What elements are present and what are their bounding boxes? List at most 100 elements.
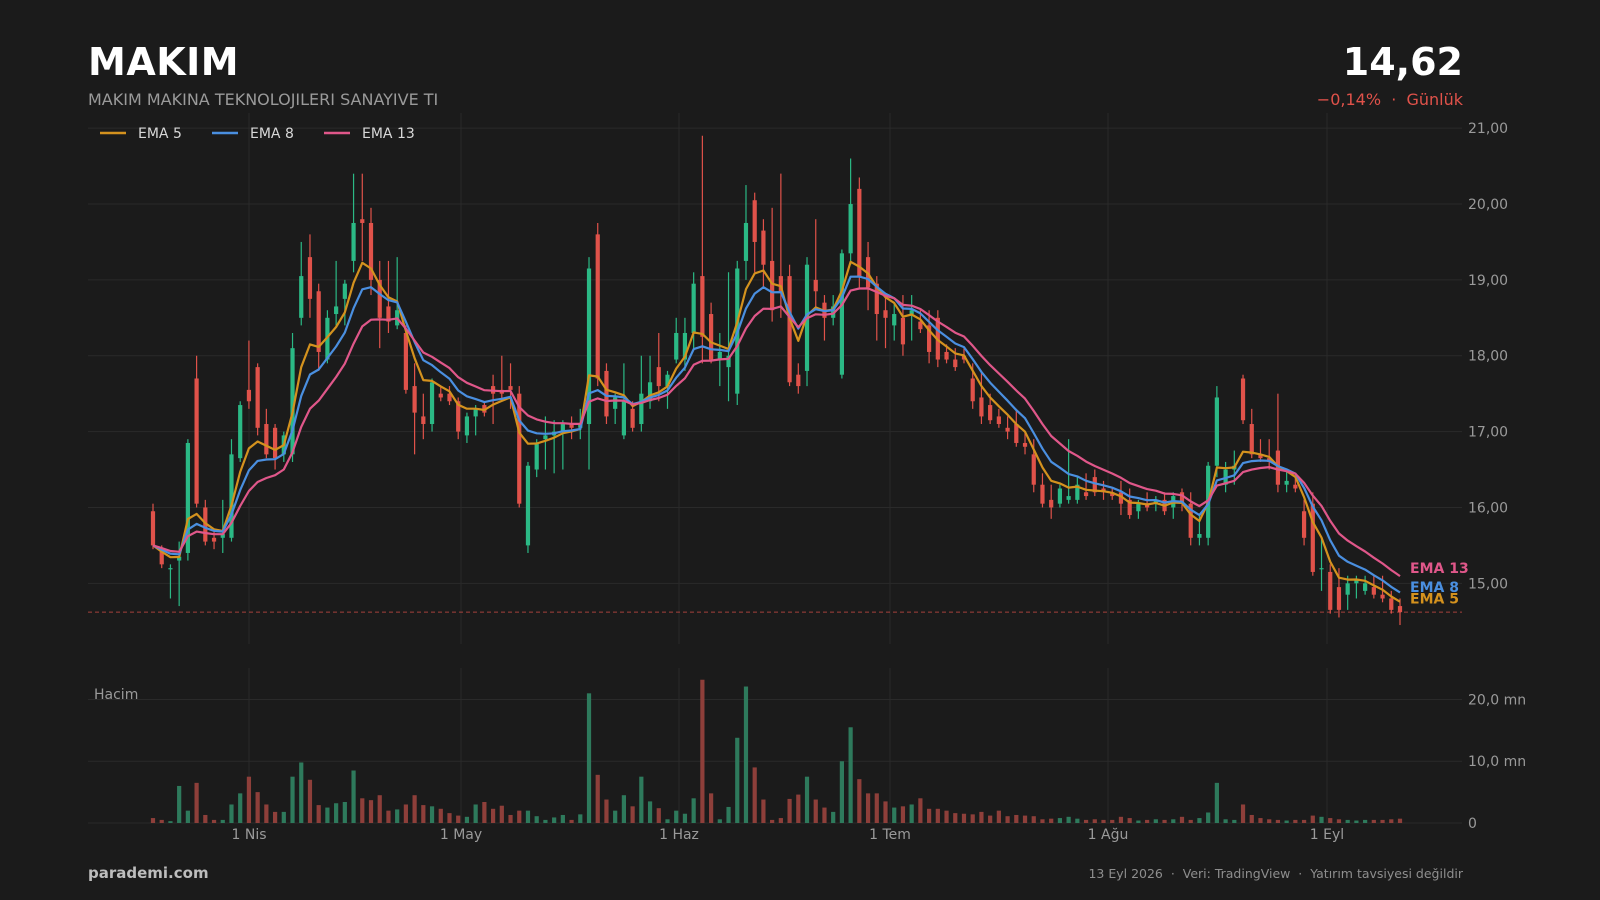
- volume-bar: [1031, 816, 1036, 823]
- candle-up: [586, 268, 592, 425]
- candle-down: [272, 427, 278, 459]
- volume-bar: [211, 819, 217, 823]
- volume-bar: [464, 816, 470, 823]
- candle-down: [988, 405, 993, 421]
- volume-bar: [918, 798, 923, 823]
- ema-lines: [152, 260, 1401, 603]
- candle-down: [438, 393, 443, 398]
- volume-bar: [752, 767, 757, 823]
- candle-up: [1354, 579, 1359, 584]
- x-tick-label: 1 Eyl: [1310, 827, 1344, 843]
- candle-down: [159, 549, 164, 565]
- candle-down: [1118, 492, 1124, 504]
- volume-bar: [883, 801, 888, 823]
- volume-bar: [569, 819, 574, 823]
- volume-tick-label: 0: [1468, 816, 1477, 832]
- price-change: −0,14% · Günlük: [1316, 90, 1463, 109]
- candle-down: [360, 219, 365, 223]
- volume-tick-label: 10,0 mn: [1468, 754, 1526, 770]
- candle-up: [892, 314, 897, 326]
- candle-up: [691, 283, 696, 333]
- candle-up: [1153, 499, 1158, 504]
- candle-down: [918, 321, 923, 330]
- candle-up: [647, 382, 653, 402]
- volume-bar: [787, 798, 792, 823]
- candle-down: [595, 234, 600, 379]
- candle-up: [674, 332, 679, 360]
- volume-bar: [988, 815, 993, 823]
- volume-bar: [621, 795, 626, 823]
- candle-down: [1083, 492, 1089, 497]
- volume-bar: [1101, 819, 1106, 823]
- volume-bar: [865, 793, 871, 823]
- volume-bar: [1284, 820, 1289, 823]
- candle-down: [604, 370, 609, 417]
- candle-up: [168, 568, 173, 570]
- footnote-source: Veri: TradingView: [1182, 866, 1291, 881]
- candle-down: [517, 393, 522, 504]
- candle-down: [1040, 484, 1045, 504]
- volume-bar: [586, 693, 592, 823]
- candle-down: [316, 291, 321, 352]
- candle-up: [177, 556, 182, 561]
- volume-bar: [447, 813, 452, 823]
- volume-bar: [691, 798, 696, 823]
- x-tick-label: 1 May: [440, 827, 482, 843]
- candle-down: [787, 276, 792, 383]
- volume-bar: [892, 807, 897, 823]
- candle-up: [909, 310, 914, 315]
- footnote-date: 13 Eyl 2026: [1088, 866, 1163, 881]
- axis-labels: 1 Nis 1 May 1 Haz 1 Tem 1 Ağu 1 Eyl 21,00 20,00…: [94, 121, 1526, 843]
- volume-bar: [647, 801, 653, 823]
- candle-down: [970, 378, 975, 402]
- candle-up: [560, 424, 565, 432]
- chart-legend[interactable]: EMA 5 EMA 8 EMA 13: [100, 126, 415, 142]
- volume-bar: [1389, 819, 1394, 823]
- candle-down: [770, 260, 775, 311]
- volume-bar: [272, 811, 278, 823]
- volume-bar: [1328, 818, 1333, 823]
- volume-bars: [150, 679, 1403, 823]
- candle-up: [543, 435, 548, 440]
- volume-bar: [334, 803, 339, 823]
- legend-label: EMA 13: [362, 126, 415, 142]
- candle-down: [1179, 492, 1185, 504]
- volume-bar: [264, 804, 269, 823]
- volume-bar: [429, 806, 435, 823]
- candle-down: [1127, 499, 1132, 516]
- volume-bar: [656, 808, 661, 823]
- candle-down: [403, 332, 408, 390]
- candle-down: [961, 355, 967, 360]
- volume-bar: [857, 779, 862, 823]
- candle-up: [848, 204, 853, 254]
- volume-bar: [255, 792, 260, 823]
- candle-down: [996, 416, 1001, 425]
- volume-bar: [1083, 819, 1089, 823]
- volume-bar: [386, 810, 391, 823]
- volume-bar: [360, 798, 365, 823]
- volume-bar: [874, 793, 879, 823]
- brand-name[interactable]: parademi.com: [88, 864, 209, 882]
- candle-up: [1075, 484, 1080, 500]
- volume-label: Hacim: [94, 687, 138, 703]
- volume-bar: [342, 802, 347, 823]
- volume-bar: [1162, 819, 1167, 823]
- volume-bar: [177, 785, 182, 823]
- volume-bar: [778, 818, 783, 823]
- volume-bar: [1275, 819, 1281, 823]
- candle-down: [1249, 424, 1254, 455]
- candle-down: [508, 386, 513, 390]
- volume-bar: [796, 794, 801, 823]
- candle-down: [211, 537, 217, 542]
- volume-bar: [220, 819, 225, 823]
- candle-down: [377, 279, 382, 318]
- period-label: Günlük: [1406, 90, 1463, 109]
- candle-up: [743, 222, 749, 261]
- volume-bar: [1127, 818, 1132, 823]
- volume-bar: [438, 808, 443, 823]
- candle-up: [229, 454, 234, 538]
- candle-down: [874, 283, 879, 315]
- volume-bar: [761, 799, 766, 823]
- ema-end-label: EMA 5: [1410, 591, 1459, 607]
